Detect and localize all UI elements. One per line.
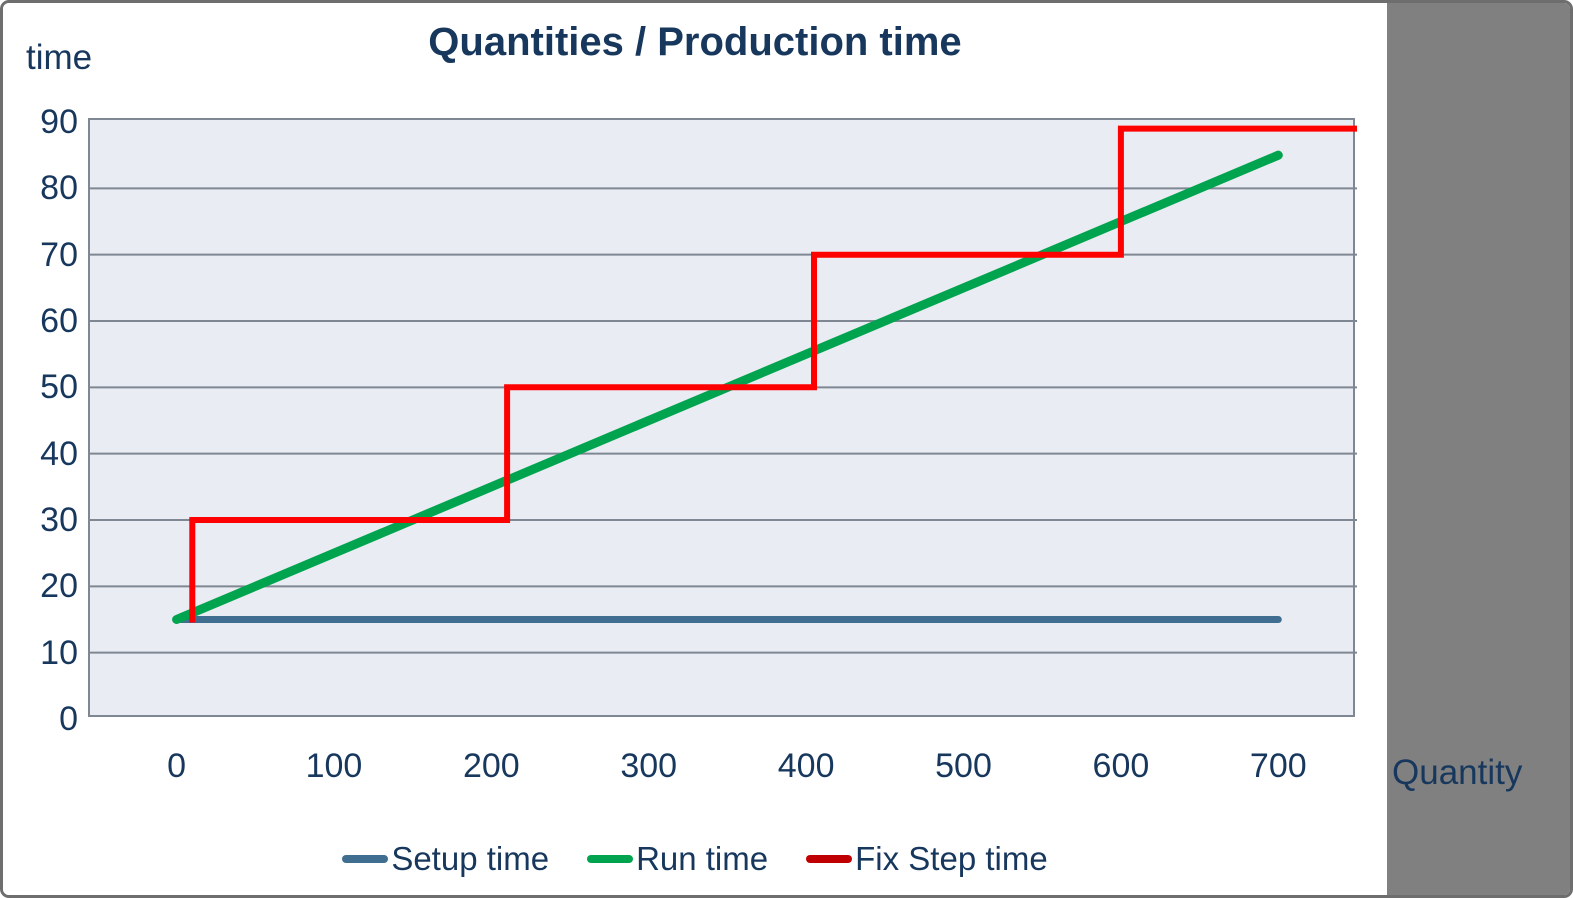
chart-title: Quantities / Production time	[428, 20, 962, 64]
y-tick-label-30: 30	[40, 500, 78, 539]
y-tick-label-70: 70	[40, 235, 78, 274]
legend: Setup time Run time Fix Step time	[3, 836, 1387, 882]
plot-svg	[90, 125, 1357, 654]
x-tick-label-200: 200	[462, 747, 520, 785]
legend-label: Run time	[636, 840, 769, 877]
legend-item-fix-step-time: Fix Step time	[806, 840, 1048, 878]
y-tick-label-40: 40	[40, 434, 78, 473]
legend-label: Fix Step time	[855, 840, 1048, 877]
y-tick-label-90: 90	[40, 102, 78, 141]
y-axis-title: time	[26, 38, 93, 77]
x-tick-label-100: 100	[305, 747, 363, 785]
x-tick-label-300: 300	[620, 747, 678, 785]
x-tick-label-0: 0	[167, 747, 187, 785]
legend-swatch-icon	[806, 855, 853, 863]
legend-item-setup-time: Setup time	[342, 840, 549, 878]
legend-swatch-icon	[342, 855, 389, 863]
x-tick-label-500: 500	[935, 747, 992, 785]
plot-area	[88, 118, 1357, 717]
series-line-fix-step-time	[189, 125, 1357, 623]
y-tick-label-80: 80	[40, 169, 78, 208]
legend-swatch-icon	[587, 855, 634, 863]
y-tick-label-10: 10	[40, 633, 78, 672]
y-tick-label-50: 50	[40, 368, 78, 407]
y-tick-label-60: 60	[40, 301, 78, 340]
legend-label: Setup time	[391, 840, 550, 877]
x-tick-label-400: 400	[777, 747, 835, 785]
y-tick-label-0: 0	[59, 700, 78, 738]
x-axis-title: Quantity	[1392, 753, 1523, 792]
x-tick-label-700: 700	[1249, 747, 1307, 785]
gray-side-panel: Quantity	[1387, 3, 1570, 895]
chart-canvas: Quantities / Production time time 0 10 20 3…	[3, 3, 1387, 895]
x-tick-label-600: 600	[1092, 747, 1150, 785]
legend-item-run-time: Run time	[587, 840, 768, 878]
y-tick-label-20: 20	[40, 567, 78, 606]
